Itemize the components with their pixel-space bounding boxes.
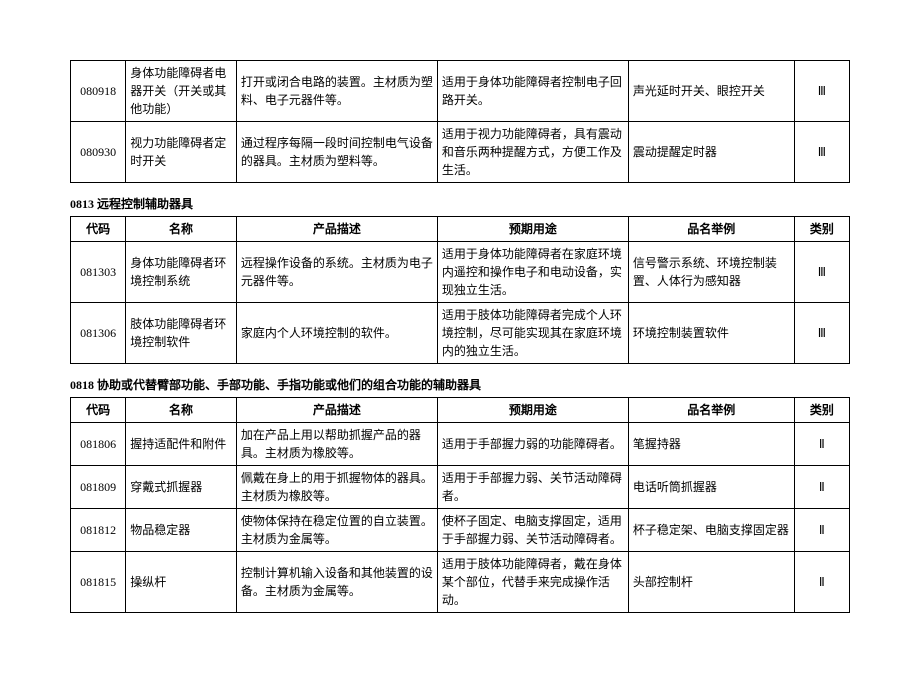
table-row: 081812物品稳定器使物体保持在稳定位置的自立装置。主材质为金属等。使杯子固定… [71, 509, 850, 552]
cell-cat: Ⅲ [794, 61, 849, 122]
cell-use: 适用于手部握力弱的功能障碍者。 [437, 423, 628, 466]
cell-code: 080918 [71, 61, 126, 122]
cell-code: 081303 [71, 242, 126, 303]
data-table: 代码名称产品描述预期用途品名举例类别081806握持适配件和附件加在产品上用以帮… [70, 397, 850, 613]
cell-desc: 打开或闭合电路的装置。主材质为塑料、电子元器件等。 [236, 61, 437, 122]
cell-use: 适用于身体功能障碍者控制电子回路开关。 [437, 61, 628, 122]
cell-code: 081806 [71, 423, 126, 466]
cell-name: 穿戴式抓握器 [126, 466, 237, 509]
table-row: 081809穿戴式抓握器佩戴在身上的用于抓握物体的器具。主材质为橡胶等。适用于手… [71, 466, 850, 509]
col-header-desc: 产品描述 [236, 398, 437, 423]
cell-example: 笔握持器 [628, 423, 794, 466]
data-table: 080918身体功能障碍者电器开关（开关或其他功能）打开或闭合电路的装置。主材质… [70, 60, 850, 183]
cell-name: 物品稳定器 [126, 509, 237, 552]
cell-cat: Ⅲ [794, 242, 849, 303]
col-header-code: 代码 [71, 217, 126, 242]
table-row: 081306肢体功能障碍者环境控制软件家庭内个人环境控制的软件。适用于肢体功能障… [71, 303, 850, 364]
col-header-cat: 类别 [794, 217, 849, 242]
cell-desc: 使物体保持在稳定位置的自立装置。主材质为金属等。 [236, 509, 437, 552]
cell-cat: Ⅱ [794, 423, 849, 466]
cell-use: 适用于肢体功能障碍者，戴在身体某个部位，代替手来完成操作活动。 [437, 552, 628, 613]
cell-name: 身体功能障碍者电器开关（开关或其他功能） [126, 61, 237, 122]
cell-code: 080930 [71, 122, 126, 183]
col-header-desc: 产品描述 [236, 217, 437, 242]
cell-cat: Ⅱ [794, 466, 849, 509]
table-row: 080930视力功能障碍者定时开关通过程序每隔一段时间控制电气设备的器具。主材质… [71, 122, 850, 183]
table-row: 080918身体功能障碍者电器开关（开关或其他功能）打开或闭合电路的装置。主材质… [71, 61, 850, 122]
cell-example: 震动提醒定时器 [628, 122, 794, 183]
cell-name: 肢体功能障碍者环境控制软件 [126, 303, 237, 364]
cell-use: 适用于肢体功能障碍者完成个人环境控制，尽可能实现其在家庭环境内的独立生活。 [437, 303, 628, 364]
col-header-use: 预期用途 [437, 217, 628, 242]
col-header-example: 品名举例 [628, 398, 794, 423]
cell-use: 适用于身体功能障碍者在家庭环境内遥控和操作电子和电动设备，实现独立生活。 [437, 242, 628, 303]
col-header-use: 预期用途 [437, 398, 628, 423]
cell-cat: Ⅱ [794, 509, 849, 552]
table-row: 081806握持适配件和附件加在产品上用以帮助抓握产品的器具。主材质为橡胶等。适… [71, 423, 850, 466]
table-row: 081303身体功能障碍者环境控制系统远程操作设备的系统。主材质为电子元器件等。… [71, 242, 850, 303]
cell-example: 杯子稳定架、电脑支撑固定器 [628, 509, 794, 552]
cell-cat: Ⅱ [794, 552, 849, 613]
cell-desc: 通过程序每隔一段时间控制电气设备的器具。主材质为塑料等。 [236, 122, 437, 183]
cell-cat: Ⅲ [794, 303, 849, 364]
cell-example: 信号警示系统、环境控制装置、人体行为感知器 [628, 242, 794, 303]
cell-code: 081812 [71, 509, 126, 552]
cell-cat: Ⅲ [794, 122, 849, 183]
cell-use: 使杯子固定、电脑支撑固定，适用于手部握力弱、关节活动障碍者。 [437, 509, 628, 552]
data-table: 代码名称产品描述预期用途品名举例类别081303身体功能障碍者环境控制系统远程操… [70, 216, 850, 364]
cell-code: 081809 [71, 466, 126, 509]
cell-example: 环境控制装置软件 [628, 303, 794, 364]
col-header-name: 名称 [126, 217, 237, 242]
cell-desc: 加在产品上用以帮助抓握产品的器具。主材质为橡胶等。 [236, 423, 437, 466]
table-row: 081815操纵杆控制计算机输入设备和其他装置的设备。主材质为金属等。适用于肢体… [71, 552, 850, 613]
cell-desc: 远程操作设备的系统。主材质为电子元器件等。 [236, 242, 437, 303]
cell-name: 身体功能障碍者环境控制系统 [126, 242, 237, 303]
cell-example: 头部控制杆 [628, 552, 794, 613]
cell-example: 电话听筒抓握器 [628, 466, 794, 509]
cell-name: 操纵杆 [126, 552, 237, 613]
cell-name: 视力功能障碍者定时开关 [126, 122, 237, 183]
col-header-example: 品名举例 [628, 217, 794, 242]
col-header-name: 名称 [126, 398, 237, 423]
cell-code: 081815 [71, 552, 126, 613]
section-title: 0818 协助或代替臂部功能、手部功能、手指功能或他们的组合功能的辅助器具 [70, 376, 850, 393]
cell-example: 声光延时开关、眼控开关 [628, 61, 794, 122]
cell-desc: 佩戴在身上的用于抓握物体的器具。主材质为橡胶等。 [236, 466, 437, 509]
col-header-cat: 类别 [794, 398, 849, 423]
cell-use: 适用于手部握力弱、关节活动障碍者。 [437, 466, 628, 509]
cell-name: 握持适配件和附件 [126, 423, 237, 466]
section-title: 0813 远程控制辅助器具 [70, 195, 850, 212]
cell-use: 适用于视力功能障碍者，具有震动和音乐两种提醒方式，方便工作及生活。 [437, 122, 628, 183]
col-header-code: 代码 [71, 398, 126, 423]
cell-desc: 控制计算机输入设备和其他装置的设备。主材质为金属等。 [236, 552, 437, 613]
cell-desc: 家庭内个人环境控制的软件。 [236, 303, 437, 364]
cell-code: 081306 [71, 303, 126, 364]
